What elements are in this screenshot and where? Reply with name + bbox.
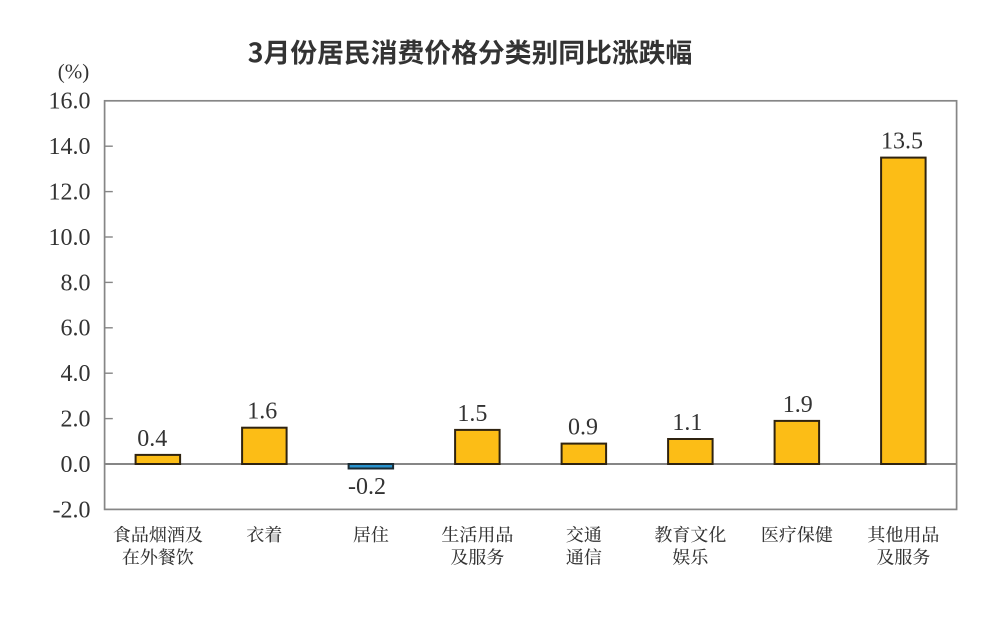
svg-text:2.0: 2.0 [61, 407, 91, 433]
svg-text:1.1: 1.1 [672, 410, 702, 436]
svg-text:4.0: 4.0 [61, 361, 91, 387]
svg-text:(%): (%) [58, 60, 89, 84]
svg-text:13.5: 13.5 [881, 129, 923, 155]
svg-text:1.5: 1.5 [457, 401, 487, 427]
svg-text:1.9: 1.9 [783, 392, 813, 418]
svg-text:6.0: 6.0 [61, 316, 91, 342]
svg-text:8.0: 8.0 [61, 270, 91, 296]
svg-text:10.0: 10.0 [49, 225, 91, 251]
svg-text:12.0: 12.0 [49, 180, 91, 206]
svg-text:0.0: 0.0 [61, 452, 91, 478]
svg-text:-0.2: -0.2 [348, 474, 386, 500]
svg-text:1.6: 1.6 [247, 399, 277, 425]
svg-text:0.4: 0.4 [137, 426, 167, 452]
svg-text:0.9: 0.9 [568, 415, 598, 441]
svg-text:14.0: 14.0 [49, 134, 91, 160]
svg-text:16.0: 16.0 [49, 89, 91, 115]
svg-text:-2.0: -2.0 [53, 497, 91, 523]
